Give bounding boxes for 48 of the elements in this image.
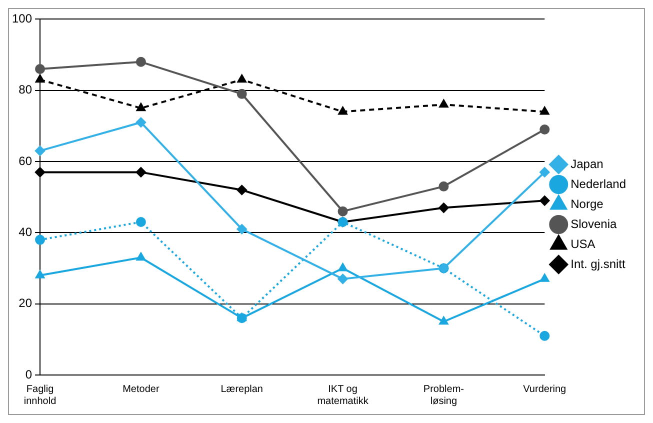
point <box>540 330 550 341</box>
y-tick-label: 0 <box>25 367 32 382</box>
point <box>338 274 348 284</box>
legend-label: Norge <box>570 196 604 211</box>
point <box>338 106 348 115</box>
point <box>136 167 146 178</box>
point <box>35 167 46 178</box>
point <box>439 316 448 325</box>
point <box>136 117 146 128</box>
x-tick-label: Faglig innhold <box>24 384 56 407</box>
y-tick-label: 60 <box>18 154 32 168</box>
y-tick-label: 100 <box>12 12 32 26</box>
point <box>35 146 46 156</box>
x-tick-label: Metoder <box>122 384 160 395</box>
point <box>136 56 146 67</box>
point <box>540 124 550 134</box>
point <box>236 88 247 99</box>
legend-label: Int. gj.snitt <box>570 256 626 271</box>
point <box>438 202 449 213</box>
x-tick-label: Læreplan <box>220 384 263 395</box>
point <box>36 74 44 83</box>
point <box>136 252 146 261</box>
y-tick-label: 20 <box>18 296 32 310</box>
x-tick-label: Vurdering <box>523 384 566 395</box>
y-tick-label: 40 <box>18 224 32 239</box>
point <box>338 206 348 216</box>
legend-label: USA <box>570 236 596 251</box>
point <box>540 196 550 206</box>
point <box>36 270 44 278</box>
legend-label: Japan <box>570 156 604 171</box>
point <box>439 100 448 108</box>
point <box>35 64 46 74</box>
point <box>540 167 550 178</box>
point <box>338 263 348 272</box>
point <box>136 217 146 228</box>
point <box>35 234 46 245</box>
point <box>438 181 449 192</box>
point <box>237 74 246 83</box>
y-tick-label: 80 <box>18 82 32 97</box>
legend-label: Nederland <box>570 176 626 191</box>
legend-label: Slovenia <box>570 216 617 231</box>
x-tick-label: Problem- løsing <box>423 384 464 407</box>
point <box>236 224 247 234</box>
point <box>136 103 146 112</box>
point <box>540 106 550 115</box>
point <box>540 274 550 282</box>
point <box>236 184 247 195</box>
x-tick-label: IKT og matematikk <box>317 384 370 407</box>
